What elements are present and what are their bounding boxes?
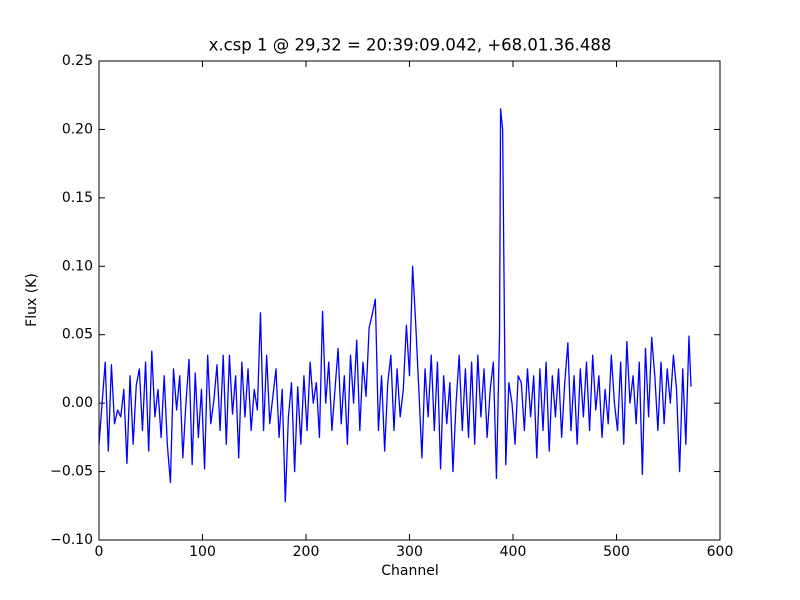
x-tick-label: 300	[396, 544, 423, 560]
y-tick-label: 0.25	[62, 53, 93, 69]
x-tick-label: 100	[189, 544, 216, 560]
x-tick-label: 400	[500, 544, 527, 560]
chart-title: x.csp 1 @ 29,32 = 20:39:09.042, +68.01.3…	[209, 36, 612, 55]
x-tick-label: 500	[603, 544, 630, 560]
line-series	[98, 108, 692, 503]
y-tick-label: 0.20	[62, 121, 93, 137]
y-tick-label: −0.10	[50, 532, 93, 548]
plot-frame	[98, 60, 721, 541]
y-tick-label: −0.05	[50, 464, 93, 480]
x-tick-label: 600	[707, 544, 734, 560]
y-tick-label: 0.00	[62, 395, 93, 411]
x-axis-label: Channel	[381, 563, 438, 579]
y-tick-label: 0.15	[62, 190, 93, 206]
y-tick-label: 0.05	[62, 327, 93, 343]
x-tick-label: 200	[293, 544, 320, 560]
y-tick-label: 0.10	[62, 258, 93, 274]
x-tick-label: 0	[95, 544, 104, 560]
y-axis-label: Flux (K)	[24, 273, 40, 327]
